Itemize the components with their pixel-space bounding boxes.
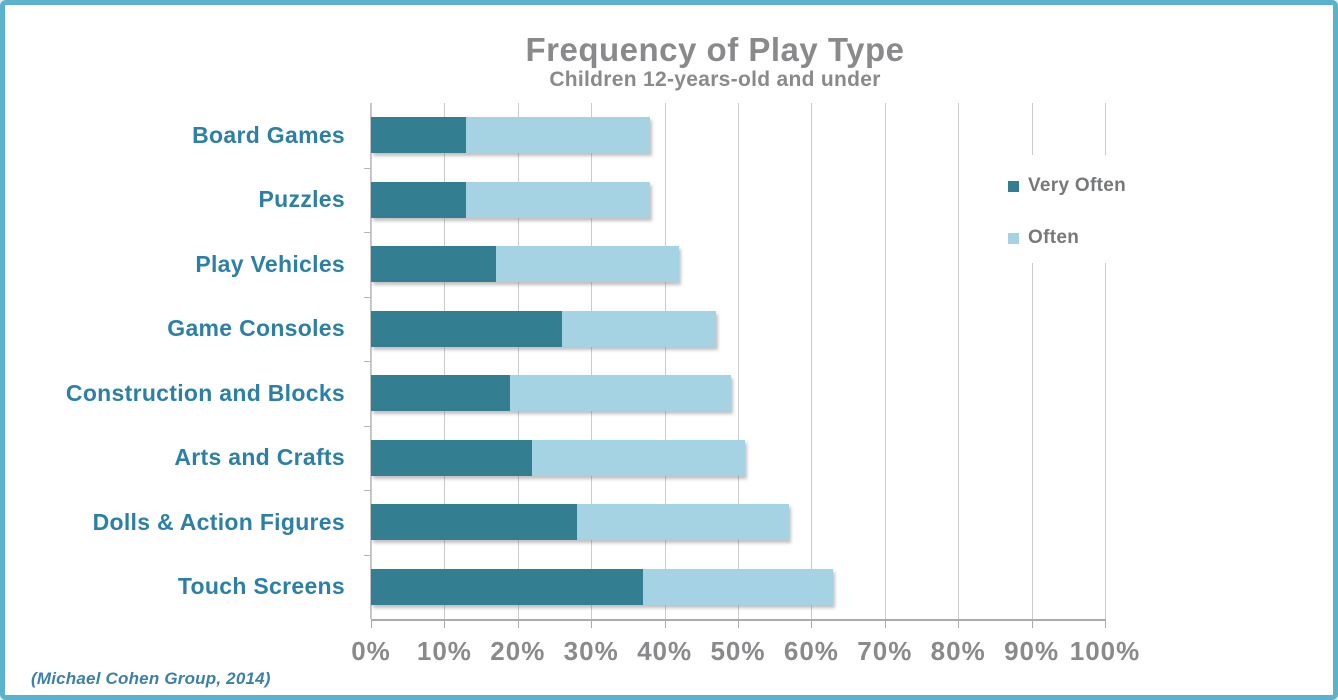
bar-segment-often: [642, 568, 834, 605]
x-axis-tick-label: 90%: [1004, 636, 1060, 666]
legend: Very Often Often: [1000, 155, 1185, 263]
category-label: Touch Screens: [177, 573, 345, 600]
x-axis-tick: [371, 619, 372, 628]
y-axis-tick: [364, 361, 370, 362]
bar-segment-often: [466, 117, 650, 153]
x-axis-tick: [811, 619, 813, 628]
bar-stack: [371, 246, 680, 282]
y-axis-tick: [364, 425, 370, 427]
x-axis-tick: [591, 619, 593, 628]
gridline: [1031, 103, 1033, 619]
legend-swatch: [1008, 180, 1019, 192]
chart-subtitle: Children 12-years-old and under: [549, 68, 881, 91]
y-axis-line: [364, 103, 371, 619]
bar-stack: [371, 375, 731, 411]
x-axis-tick-label: 30%: [563, 636, 619, 666]
category-label: Arts and Crafts: [174, 444, 345, 471]
gridline: [591, 103, 593, 619]
gridline: [664, 103, 666, 619]
category-label: Puzzles: [258, 186, 345, 213]
bar-stack: [371, 568, 834, 605]
x-axis-tick: [517, 619, 519, 628]
gridline: [958, 103, 960, 619]
bar-segment-very-often: [371, 439, 533, 476]
x-axis-tick-label: 80%: [930, 636, 986, 666]
gridline: [371, 103, 372, 619]
category-label: Play Vehicles: [195, 250, 345, 277]
x-axis-tick-label: 100%: [1069, 636, 1141, 666]
x-axis-tick: [1031, 619, 1033, 628]
y-axis-tick: [364, 167, 370, 169]
x-axis-tick: [444, 619, 446, 628]
bar-segment-often: [561, 310, 716, 347]
y-axis-tick: [364, 296, 370, 298]
x-axis-tick-label: 40%: [637, 636, 693, 666]
y-axis-tick: [364, 232, 370, 233]
legend-label: Very Often: [1028, 175, 1127, 196]
bar-segment-very-often: [371, 310, 562, 347]
x-axis-tick-label: 0%: [351, 636, 391, 666]
category-label: Board Games: [192, 121, 345, 148]
x-axis-tick: [664, 619, 666, 628]
x-axis-tick: [738, 619, 739, 628]
legend-swatch: [1008, 232, 1019, 244]
bar-segment-very-often: [371, 181, 467, 218]
bar-segment-often: [510, 375, 731, 411]
plot-area: [371, 103, 1106, 619]
category-label: Dolls & Action Figures: [92, 508, 345, 535]
x-axis-tick-label: 50%: [710, 636, 766, 666]
category-label: Construction and Blocks: [65, 379, 345, 406]
bar-segment-often: [495, 246, 680, 282]
chart-title: Frequency of Play Type: [525, 31, 905, 68]
bar-segment-very-often: [371, 568, 643, 605]
gridline: [811, 103, 813, 619]
gridline: [444, 103, 446, 619]
x-axis-tick-label: 70%: [857, 636, 913, 666]
gridline: [884, 103, 886, 619]
bar-segment-often: [532, 439, 746, 476]
bar-stack: [371, 181, 650, 218]
bar-stack: [371, 310, 716, 347]
source-note: (Michael Cohen Group, 2014): [31, 669, 271, 688]
x-axis-tick: [958, 619, 960, 628]
x-axis-tick: [884, 619, 886, 628]
bar-segment-often: [576, 504, 790, 540]
bar-segment-very-often: [371, 504, 577, 540]
bar-stack: [371, 504, 790, 540]
x-axis-tick-label: 20%: [490, 636, 546, 666]
y-axis-tick: [364, 490, 370, 491]
gridline: [738, 103, 739, 619]
y-axis-tick: [364, 554, 370, 556]
legend-item: Often: [1008, 227, 1079, 249]
x-axis-tick-label: 60%: [783, 636, 839, 666]
legend-label: Often: [1028, 227, 1080, 248]
legend-item: Very Often: [1008, 175, 1126, 197]
gridline: [1105, 103, 1106, 619]
bar-stack: [371, 117, 650, 153]
bar-stack: [371, 439, 746, 476]
bar-segment-very-often: [371, 375, 511, 411]
category-labels: Board Games Puzzles Play Vehicles Game Cons…: [5, 103, 345, 619]
category-label: Game Consoles: [167, 315, 345, 342]
x-axis-tick: [1105, 619, 1106, 628]
bar-segment-often: [466, 181, 650, 218]
gridline: [517, 103, 519, 619]
bar-segment-very-often: [371, 117, 467, 153]
x-axis-tick-label: 10%: [416, 636, 472, 666]
bar-segment-very-often: [371, 246, 496, 282]
